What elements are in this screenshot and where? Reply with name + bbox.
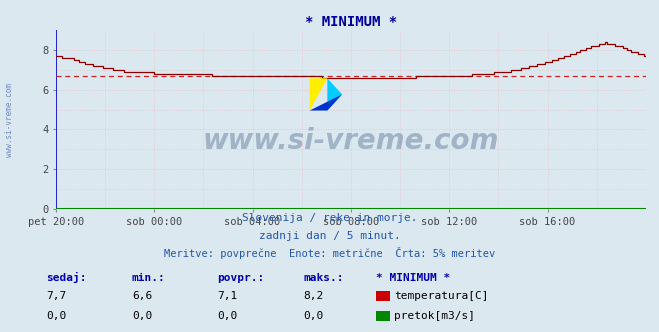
Text: 8,2: 8,2: [303, 291, 324, 301]
Text: pretok[m3/s]: pretok[m3/s]: [394, 311, 475, 321]
Text: 7,1: 7,1: [217, 291, 238, 301]
Text: 6,6: 6,6: [132, 291, 152, 301]
Text: * MINIMUM *: * MINIMUM *: [376, 273, 450, 283]
Polygon shape: [310, 94, 342, 111]
Text: 0,0: 0,0: [217, 311, 238, 321]
Text: sedaj:: sedaj:: [46, 272, 86, 283]
Title: * MINIMUM *: * MINIMUM *: [305, 15, 397, 29]
Text: 0,0: 0,0: [46, 311, 67, 321]
Text: 0,0: 0,0: [303, 311, 324, 321]
Text: temperatura[C]: temperatura[C]: [394, 291, 488, 301]
Polygon shape: [310, 78, 328, 111]
Text: Meritve: povprečne  Enote: metrične  Črta: 5% meritev: Meritve: povprečne Enote: metrične Črta:…: [164, 247, 495, 259]
Text: www.si-vreme.com: www.si-vreme.com: [203, 127, 499, 155]
Text: zadnji dan / 5 minut.: zadnji dan / 5 minut.: [258, 231, 401, 241]
Text: povpr.:: povpr.:: [217, 273, 265, 283]
Text: 0,0: 0,0: [132, 311, 152, 321]
Text: Slovenija / reke in morje.: Slovenija / reke in morje.: [242, 213, 417, 223]
Text: 7,7: 7,7: [46, 291, 67, 301]
Text: www.si-vreme.com: www.si-vreme.com: [5, 83, 14, 156]
Polygon shape: [328, 78, 342, 111]
Text: maks.:: maks.:: [303, 273, 343, 283]
Text: min.:: min.:: [132, 273, 165, 283]
